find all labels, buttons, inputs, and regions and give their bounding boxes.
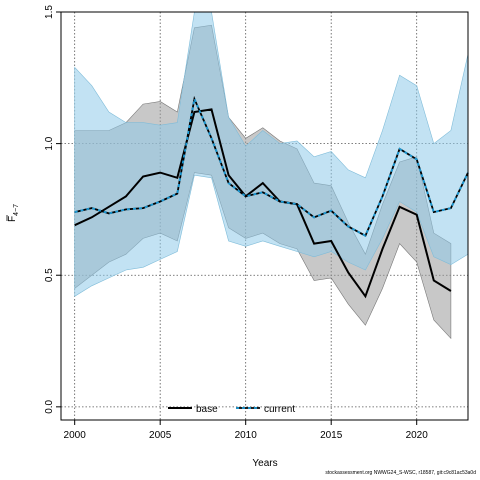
- confidence-bands: [74, 11, 469, 340]
- svg-text:F4−7: F4−7: [7, 204, 20, 222]
- axes: 2000 2005 2010 2015 2020 0.0 0.5 1.0 1.5: [44, 5, 469, 441]
- plot-frame: [60, 11, 469, 421]
- line-base: [74, 108, 452, 299]
- x-tick-label-2010: 2010: [235, 430, 258, 441]
- x-tick-label-2015: 2015: [320, 430, 343, 441]
- legend-label-current: current: [264, 404, 295, 415]
- y-tick-label-0.5: 0.5: [44, 268, 55, 282]
- legend-label-base: base: [196, 404, 218, 415]
- y-axis-title: F4−7: [6, 204, 20, 222]
- y-tick-label-0: 0.0: [44, 399, 55, 413]
- footer-watermark: stockassessment.org NWWG24_S-WSC, r18587…: [325, 470, 476, 476]
- y-tick-label-1.5: 1.5: [44, 5, 55, 19]
- legend: base current: [168, 404, 295, 415]
- series-lines: [74, 95, 469, 299]
- y-tick-label-1: 1.0: [44, 136, 55, 150]
- x-tick-label-2005: 2005: [149, 430, 172, 441]
- y-axis-title-subscript: 4−7: [13, 204, 20, 216]
- y-axis-title-main: F: [7, 216, 18, 222]
- x-axis-title: Years: [252, 458, 277, 469]
- line-current: [74, 95, 469, 237]
- x-tick-label-2020: 2020: [406, 430, 429, 441]
- x-tick-label-2000: 2000: [64, 430, 87, 441]
